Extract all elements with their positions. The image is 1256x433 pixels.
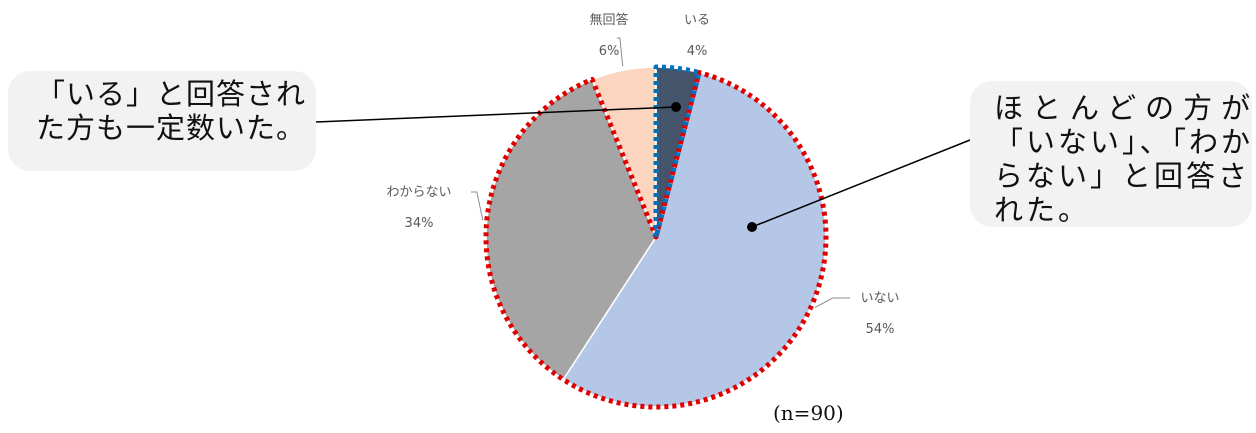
callout-right-line: ほとんどの方が: [994, 91, 1256, 125]
callout-left-line: た方も一定数いた。: [36, 111, 307, 145]
slice-label-percent: 34%: [405, 216, 434, 231]
highlight-blue-outline: [653, 64, 702, 240]
slice-leader-line: [471, 191, 484, 221]
slice-label-category: いない: [860, 291, 899, 306]
slice-label-percent: 4%: [687, 44, 708, 59]
callout-right-pointer-dot: [747, 222, 757, 232]
slice-label-category: 無回答: [589, 12, 628, 28]
callout-left: 「いる」と回答され た方も一定数いた。: [8, 71, 316, 171]
slice-label-category: いる: [684, 13, 710, 28]
highlight-red-outline: [483, 70, 829, 410]
slice-leader-line: [814, 297, 850, 308]
callout-left-pointer: [315, 106, 677, 123]
callout-right-pointer: [751, 139, 971, 228]
slice-label-category: わからない: [386, 185, 451, 200]
callout-right-line: らない」と回答さ: [994, 159, 1251, 193]
label-leader-lines: [471, 37, 850, 308]
callout-left-pointer-dot: [671, 102, 681, 112]
callout-right: ほとんどの方が 「いない」、「わか らない」と回答さ れた。: [970, 81, 1252, 227]
slice-label-percent: 54%: [866, 322, 895, 337]
callout-pointers: [315, 102, 971, 232]
sample-size-note: (n=90): [773, 401, 844, 425]
slice-labels: いる 4% いない 54% わからない 34% 無回答 6%: [386, 12, 899, 337]
slice-label-percent: 6%: [599, 44, 620, 59]
highlight-outlines: [483, 64, 829, 410]
slice-leader-line: [617, 37, 624, 67]
callout-right-line: れた。: [994, 193, 1091, 227]
callout-right-line: 「いない」、「わか: [994, 125, 1254, 159]
callout-left-line: 「いる」と回答され: [36, 77, 307, 111]
